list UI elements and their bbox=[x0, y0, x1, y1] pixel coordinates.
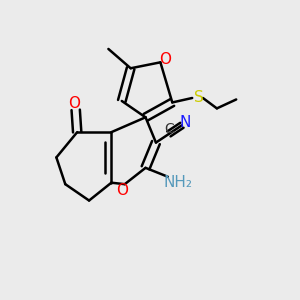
Text: O: O bbox=[116, 183, 128, 198]
Text: S: S bbox=[194, 91, 204, 106]
Text: C: C bbox=[165, 122, 174, 136]
Text: O: O bbox=[68, 96, 80, 111]
Text: O: O bbox=[159, 52, 171, 68]
Text: NH₂: NH₂ bbox=[164, 175, 193, 190]
Text: N: N bbox=[180, 115, 191, 130]
